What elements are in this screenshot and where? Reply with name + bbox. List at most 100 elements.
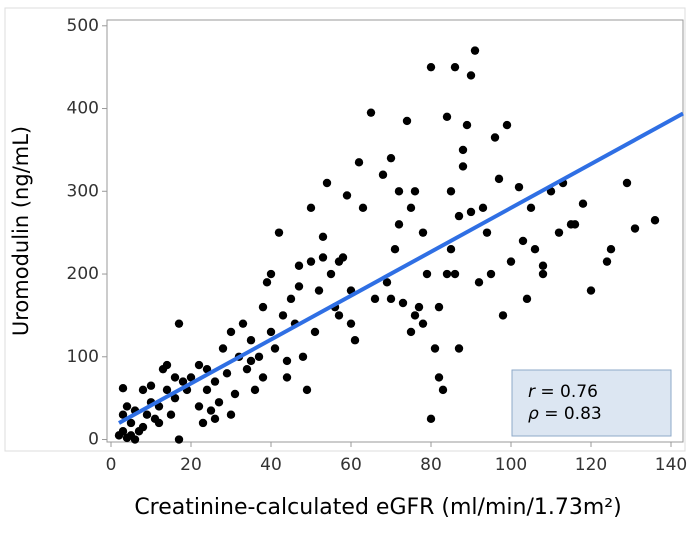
y-tick-label: 400 (67, 99, 99, 119)
point (226, 410, 236, 419)
point (298, 352, 308, 361)
point (170, 393, 180, 403)
point (306, 203, 316, 213)
x-tick-label: 120 (575, 455, 607, 475)
point (446, 245, 456, 254)
stat-value: = 0.83 (544, 404, 602, 424)
x-axis-title: Creatinine-calculated eGFR (ml/min/1.73m… (134, 495, 621, 520)
point (138, 422, 148, 432)
point (386, 153, 396, 163)
point (538, 269, 548, 279)
point (402, 116, 412, 126)
point (366, 108, 376, 117)
x-tick-label: 20 (180, 455, 202, 475)
point (226, 327, 236, 337)
point (246, 336, 256, 345)
point (430, 344, 440, 353)
point (418, 319, 428, 328)
point (278, 311, 288, 320)
point (178, 377, 188, 386)
point (502, 120, 512, 130)
point (322, 178, 332, 188)
y-tick-label: 300 (67, 181, 99, 201)
stat-value: = 0.76 (540, 382, 598, 402)
point (198, 418, 208, 428)
point (414, 302, 424, 312)
point (522, 294, 532, 304)
point (410, 187, 420, 196)
point (126, 418, 136, 428)
point (286, 294, 296, 304)
point (538, 261, 548, 270)
point (334, 257, 344, 266)
point (210, 414, 220, 424)
point (466, 207, 476, 217)
point (146, 381, 156, 390)
point (118, 427, 128, 436)
y-tick-label: 0 (88, 430, 99, 450)
point (370, 294, 380, 304)
stats-box (511, 369, 672, 437)
point (230, 389, 240, 399)
point (474, 278, 484, 287)
point (490, 133, 500, 142)
point (478, 203, 488, 213)
point (442, 269, 452, 279)
point (342, 191, 352, 200)
point (130, 435, 140, 444)
point (586, 286, 596, 295)
point (270, 344, 280, 353)
point (262, 278, 272, 287)
point (566, 220, 576, 229)
point (466, 71, 476, 80)
y-tick-label: 200 (67, 264, 99, 284)
point (438, 385, 448, 395)
point (386, 294, 396, 304)
stat-symbol: ρ (528, 404, 539, 424)
point (186, 373, 196, 382)
x-tick-label: 60 (340, 455, 362, 475)
point (382, 278, 392, 287)
point (238, 319, 248, 328)
point (378, 170, 388, 179)
point (138, 385, 148, 395)
point (418, 228, 428, 237)
point (482, 228, 492, 237)
point (506, 257, 516, 266)
point (274, 228, 284, 237)
point (250, 385, 260, 395)
point (526, 203, 536, 213)
point (462, 120, 472, 130)
point (222, 369, 232, 378)
point (426, 414, 436, 424)
y-axis-title: Uromodulin (ng/mL) (9, 126, 33, 336)
point (434, 302, 444, 312)
point (326, 269, 336, 279)
x-tick-label: 40 (260, 455, 282, 475)
point (266, 327, 276, 337)
point (394, 220, 404, 229)
point (258, 302, 268, 312)
point (518, 236, 528, 246)
point (218, 344, 228, 353)
point (206, 406, 216, 415)
x-tick-label: 140 (655, 455, 687, 475)
point (118, 410, 128, 419)
y-tick-label: 100 (67, 347, 99, 367)
point (514, 182, 524, 192)
point (246, 356, 256, 366)
point (422, 269, 432, 279)
point (210, 377, 220, 386)
x-tick-label: 0 (106, 455, 117, 475)
point (458, 145, 468, 155)
point (242, 364, 252, 374)
point (170, 373, 180, 382)
point (154, 418, 164, 428)
point (350, 336, 360, 345)
point (494, 174, 504, 184)
point (358, 203, 368, 213)
point (630, 224, 640, 233)
point (266, 269, 276, 279)
